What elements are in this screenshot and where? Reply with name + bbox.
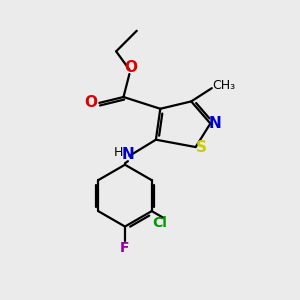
- Text: N: N: [122, 147, 134, 162]
- Text: S: S: [195, 140, 206, 154]
- Text: CH₃: CH₃: [213, 79, 236, 92]
- Text: F: F: [120, 241, 130, 255]
- Text: O: O: [124, 60, 137, 75]
- Text: O: O: [85, 95, 98, 110]
- Text: N: N: [208, 116, 221, 131]
- Text: Cl: Cl: [152, 216, 167, 230]
- Text: H: H: [113, 146, 123, 159]
